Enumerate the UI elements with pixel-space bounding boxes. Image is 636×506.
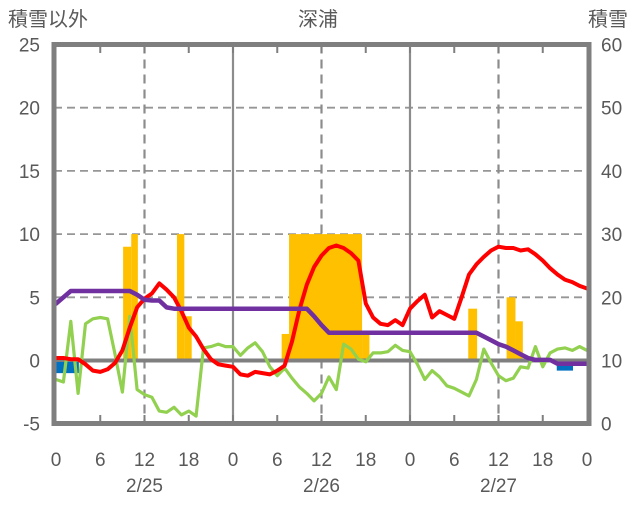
snowfall-bar <box>362 332 370 361</box>
hour-label: 6 <box>449 450 460 471</box>
hour-label: 6 <box>272 450 283 471</box>
green-line <box>54 314 589 418</box>
hour-label: 0 <box>582 450 593 471</box>
date-label: 2/27 <box>480 476 517 497</box>
right-tick-label: 10 <box>601 352 622 373</box>
hour-label: 18 <box>355 450 376 471</box>
left-tick-label: 25 <box>19 36 40 57</box>
hour-label: 12 <box>311 450 332 471</box>
left-tick-label: 15 <box>19 162 40 183</box>
left-tick-label: 10 <box>19 225 40 246</box>
hour-label: 0 <box>51 450 62 471</box>
purple-line <box>53 288 590 366</box>
left-tick-label: 5 <box>29 288 40 309</box>
left-tick-label: 0 <box>29 352 40 373</box>
left-axis-tick-labels: 25 20 15 10 5 0 -5 <box>19 36 40 436</box>
left-axis-title: 積雪以外 <box>8 8 88 31</box>
hour-label: 18 <box>178 450 199 471</box>
left-tick-label: -5 <box>23 415 40 436</box>
date-label: 2/25 <box>126 476 163 497</box>
right-tick-label: 20 <box>601 288 622 309</box>
right-tick-label: 40 <box>601 162 622 183</box>
purple-line <box>53 288 590 366</box>
date-labels: 2/25 2/26 2/27 <box>126 476 517 497</box>
blue-bar <box>556 362 573 371</box>
right-tick-label: 60 <box>601 36 622 57</box>
right-tick-label: 50 <box>601 99 622 120</box>
axis-ticks <box>99 46 544 422</box>
hour-label: 18 <box>532 450 553 471</box>
snowfall-bar <box>281 333 290 361</box>
hour-label: 12 <box>488 450 509 471</box>
left-tick-label: 20 <box>19 99 40 120</box>
right-axis-title: 積雪 <box>588 8 628 31</box>
plot-border-rect <box>51 42 592 426</box>
snowfall-bar <box>131 234 138 361</box>
right-tick-label: 0 <box>601 415 612 436</box>
green-line <box>54 314 589 418</box>
hour-label: 0 <box>228 450 239 471</box>
hour-label: 12 <box>134 450 155 471</box>
date-label: 2/26 <box>303 476 340 497</box>
snowfall-bar <box>184 316 192 361</box>
snowfall-bar <box>176 234 185 361</box>
hour-labels: 0 6 12 18 0 6 12 18 0 6 12 18 0 <box>51 450 593 471</box>
blue-bar <box>56 362 79 374</box>
snowfall-bar <box>123 246 132 361</box>
right-axis-tick-labels: 60 50 40 30 20 10 0 <box>601 36 622 436</box>
hour-label: 6 <box>95 450 106 471</box>
right-tick-label: 30 <box>601 225 622 246</box>
plot-border <box>51 42 592 426</box>
snowfall-bar <box>515 321 523 361</box>
snowfall-bar <box>506 297 516 361</box>
hour-label: 0 <box>405 450 416 471</box>
blue-bars <box>56 362 573 374</box>
station-title: 深浦 <box>298 8 338 31</box>
